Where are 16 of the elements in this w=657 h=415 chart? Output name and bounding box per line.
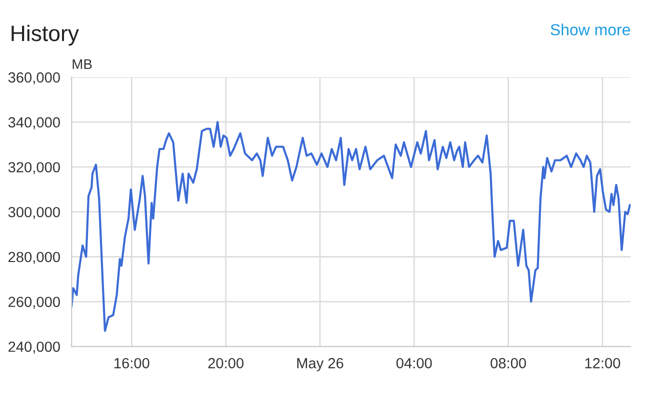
y-tick-label: 260,000: [8, 296, 60, 309]
x-tick-label: 12:00: [585, 358, 620, 368]
y-tick-label: 320,000: [8, 162, 60, 174]
x-tick-label: May 26: [297, 358, 344, 372]
y-tick-label: 340,000: [8, 117, 60, 130]
x-tick-label: 08:00: [490, 358, 526, 368]
x-tick-label: 04:00: [396, 358, 432, 368]
y-tick-label: 300,000: [8, 206, 60, 220]
y-tick-label: 360,000: [8, 72, 60, 84]
text: Show more: [550, 24, 630, 36]
y-tick-label: 280,000: [8, 252, 60, 264]
y-axis-title: MB: [72, 59, 92, 69]
chart-title: History: [12, 24, 79, 46]
x-tick-label: 20:00: [208, 358, 244, 368]
x-tick-label: 16:00: [114, 358, 150, 368]
y-tick-label: 240,000: [8, 342, 60, 354]
